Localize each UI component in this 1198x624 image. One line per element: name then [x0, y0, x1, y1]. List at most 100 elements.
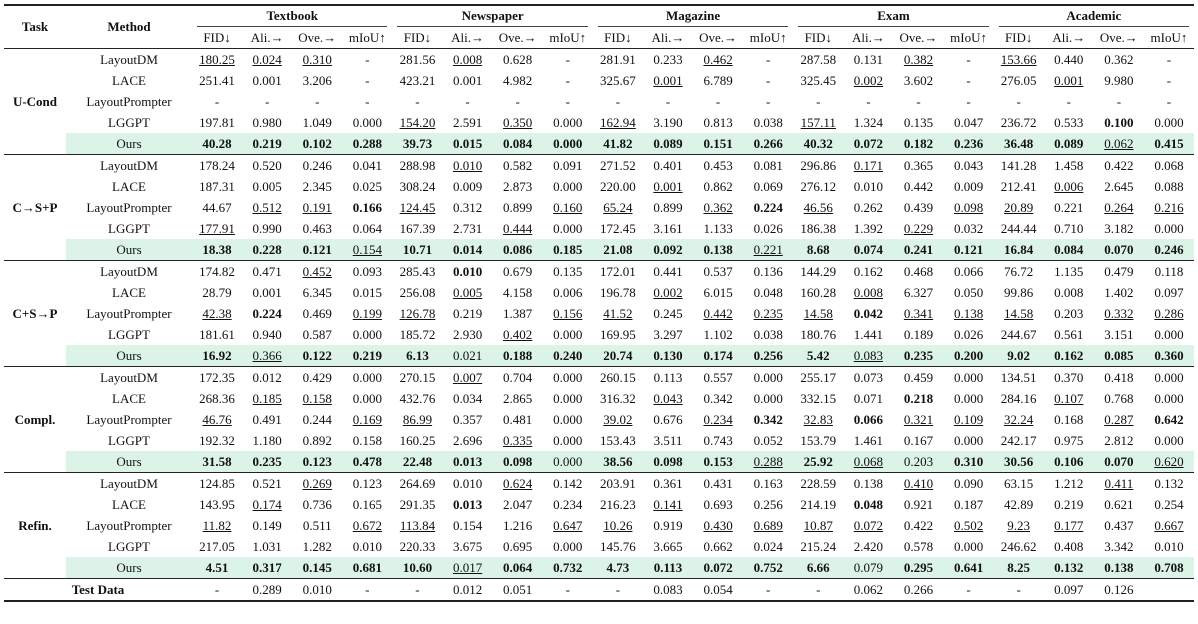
value-cell: 0.007 [442, 366, 493, 388]
value-cell: 0.034 [452, 390, 483, 406]
value-cell: 0.000 [1143, 366, 1194, 388]
value-cell: 154.20 [399, 114, 436, 130]
value-cell: 1.402 [1104, 284, 1134, 300]
value-cell: 0.079 [843, 557, 894, 579]
value-cell: 42.38 [202, 305, 232, 321]
value-cell: 0.156 [553, 305, 583, 321]
value-cell: 0.975 [1054, 432, 1084, 448]
value-cell: 0.471 [242, 260, 293, 282]
value-cell: 6.13 [392, 345, 443, 367]
value-cell: 0.199 [352, 305, 382, 321]
value-cell: 0.332 [1104, 305, 1134, 321]
value-cell: 145.76 [600, 538, 636, 554]
value-cell: - [766, 72, 771, 88]
value-cell: 0.218 [903, 390, 934, 406]
value-cell: 0.013 [442, 451, 493, 473]
value-cell: 0.043 [943, 154, 994, 176]
value-cell: 0.246 [292, 154, 343, 176]
method-cell: LGGPT [108, 326, 150, 342]
value-cell: 3.675 [452, 538, 483, 554]
value-cell: 0.980 [252, 114, 282, 130]
value-cell: 0.468 [893, 260, 944, 282]
value-cell: 22.48 [392, 451, 443, 473]
value-cell: 0.182 [893, 133, 944, 155]
value-cell: 0.000 [1154, 220, 1184, 236]
method-cell: LayoutPrompter [86, 517, 172, 533]
method-cell: LayoutPrompter [86, 199, 172, 215]
value-cell: 0.287 [1104, 411, 1134, 427]
value-cell: 3.602 [903, 72, 934, 88]
value-cell: 18.38 [192, 239, 243, 261]
value-cell: 1.458 [1043, 154, 1094, 176]
value-cell: 0.561 [1054, 326, 1084, 342]
value-cell: 244.44 [1000, 220, 1037, 236]
value-cell: 0.418 [1093, 366, 1144, 388]
method-cell: LayoutPrompter [86, 411, 172, 427]
value-cell: 177.91 [199, 220, 235, 236]
table-row: Compl. LayoutDM 172.35 0.012 0.429 0.000 270.1… [4, 366, 1194, 473]
dataset-header: Academic [993, 4, 1194, 27]
method-cell: LACE [112, 496, 146, 512]
value-cell: - [793, 578, 844, 602]
value-cell: 0.009 [953, 178, 984, 194]
value-cell: 0.153 [693, 451, 744, 473]
value-cell: 325.45 [800, 72, 837, 88]
value-cell: 0.188 [492, 345, 543, 367]
value-cell: 0.236 [943, 133, 994, 155]
value-cell: 113.84 [399, 517, 436, 533]
results-table: Task Method Textbook Newspaper Magazine Exam A… [4, 4, 1194, 602]
value-cell: - [392, 578, 443, 602]
value-cell: 0.221 [743, 239, 794, 261]
value-cell: 0.062 [1093, 133, 1144, 155]
value-cell: 284.16 [1000, 390, 1037, 406]
value-cell: 9.980 [1104, 72, 1134, 88]
value-cell: 0.511 [302, 517, 332, 533]
value-cell: 0.001 [252, 72, 282, 88]
value-cell: 1.461 [853, 432, 884, 448]
metric-header: mIoU↑ [943, 27, 994, 49]
value-cell: 0.084 [492, 133, 543, 155]
value-cell: 0.010 [442, 154, 493, 176]
value-cell: 0.162 [843, 260, 894, 282]
value-cell: 276.05 [1000, 72, 1037, 88]
value-cell: 0.289 [242, 578, 293, 602]
value-cell: 287.58 [793, 48, 844, 70]
value-cell: 0.041 [342, 154, 393, 176]
value-cell: 0.071 [853, 390, 884, 406]
value-cell: 3.665 [653, 538, 683, 554]
method-cell: Ours [66, 345, 192, 367]
value-cell: 0.017 [442, 557, 493, 579]
value-cell: 0.512 [252, 199, 282, 215]
metric-header: Ali.→ [642, 27, 694, 49]
value-cell: 0.005 [452, 284, 483, 300]
value-cell: 0.240 [542, 345, 593, 367]
value-cell: 325.67 [600, 72, 636, 88]
value-cell: 0.342 [753, 411, 783, 427]
value-cell: 0.442 [903, 178, 934, 194]
metric-header: Ove.→ [693, 27, 744, 49]
value-cell: 0.090 [943, 472, 994, 494]
value-cell: 0.533 [1054, 114, 1084, 130]
value-cell: - [1166, 93, 1172, 109]
value-cell: - [342, 48, 393, 70]
value-cell: 270.15 [392, 366, 443, 388]
value-cell: 0.084 [1043, 239, 1094, 261]
value-cell: 0.000 [542, 451, 593, 473]
table-row: LGGPT 192.32 1.180 0.892 0.158 160.25 2.696 0.3… [4, 430, 1194, 451]
value-cell: 0.062 [843, 578, 894, 602]
method-cell: LACE [112, 390, 146, 406]
value-cell: 0.168 [1054, 411, 1084, 427]
value-cell: 2.930 [452, 326, 483, 342]
value-cell: 0.013 [452, 496, 483, 512]
value-cell: 21.08 [592, 239, 643, 261]
value-cell: 0.191 [302, 199, 332, 215]
value-cell: 0.010 [853, 178, 884, 194]
value-cell: 0.066 [943, 260, 994, 282]
value-cell: 0.025 [352, 178, 382, 194]
value-cell: 0.441 [642, 260, 694, 282]
value-cell: 0.010 [352, 538, 382, 554]
value-cell: 0.365 [893, 154, 944, 176]
value-cell: 0.676 [653, 411, 683, 427]
value-cell: 0.899 [503, 199, 533, 215]
value-cell: 0.006 [1054, 178, 1084, 194]
